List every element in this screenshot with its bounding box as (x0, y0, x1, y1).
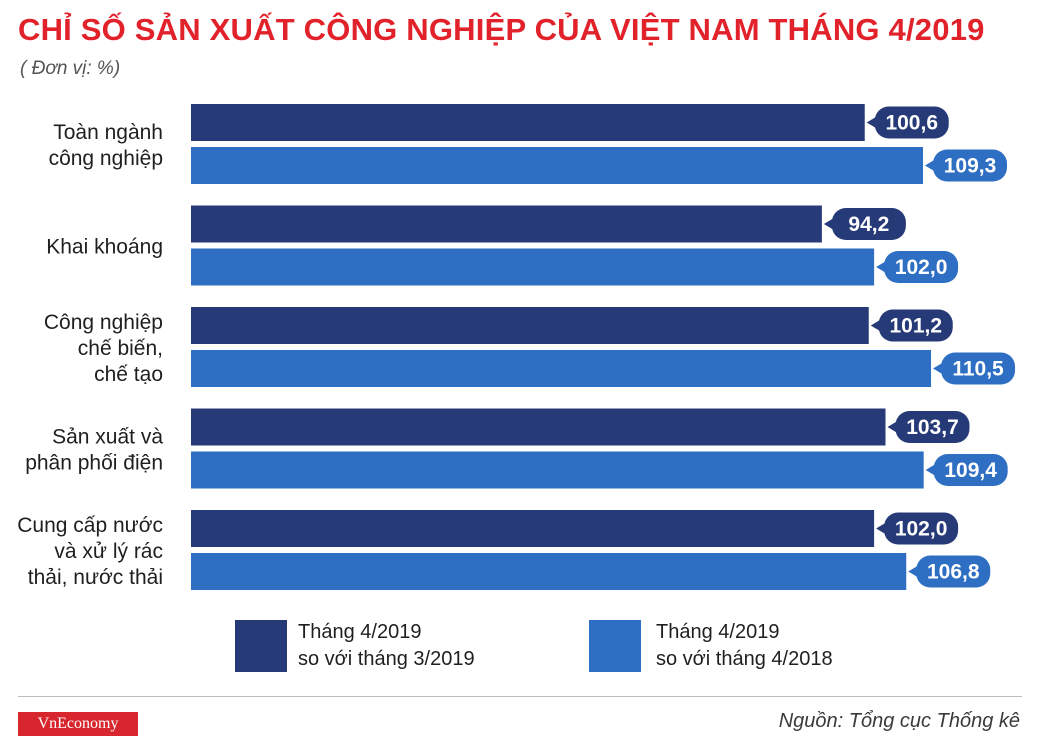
legend-swatch-series-2 (589, 620, 641, 672)
source-note: Nguồn: Tổng cục Thống kê (778, 710, 1020, 732)
value-callout-pointer-3-1 (887, 421, 898, 433)
legend-label-series-2: Tháng 4/2019 so với tháng 4/2018 (656, 619, 833, 673)
category-label-1-line-0: Khai khoáng (46, 236, 163, 259)
legend-series-1-line-1: Tháng 4/2019 (298, 621, 422, 643)
value-label-2-series-1: 101,2 (889, 315, 942, 338)
category-label-2-line-2: chế tạo (94, 363, 163, 386)
category-label-4-line-2: thải, nước thải (28, 566, 163, 589)
bar-2-series-2 (191, 350, 932, 387)
bar-0-series-2 (191, 147, 923, 184)
bar-chart: Toàn ngành công nghiệp 100,6 109,3 Khai khoá… (17, 104, 1016, 590)
bar-3-series-2 (191, 451, 924, 489)
bar-0-series-1 (191, 104, 865, 141)
value-callout-3-2 (933, 454, 1008, 486)
value-callout-pointer-4-1 (876, 522, 887, 535)
value-callout-pointer-1-1 (823, 218, 834, 230)
value-label-3-series-2: 109,4 (944, 459, 997, 482)
category-label-3-line-0: Sản xuất và (52, 426, 163, 449)
category-label-3-line-1: phân phối điện (25, 452, 163, 475)
bar-1-series-2 (191, 248, 875, 286)
legend-series-2-line-1: Tháng 4/2019 (656, 621, 780, 643)
value-label-4-series-2: 106,8 (927, 561, 980, 584)
legend-series-1-line-2: so với tháng 3/2019 (298, 648, 475, 670)
value-callout-1-2 (884, 251, 959, 283)
legend-series-2-line-2: so với tháng 4/2018 (656, 648, 833, 670)
value-label-2-series-2: 110,5 (952, 358, 1004, 381)
bar-4-series-2 (191, 553, 907, 590)
value-callout-2-2 (941, 352, 1016, 385)
bar-1-series-1 (191, 205, 822, 243)
unit-label: ( Đơn vị: %) (20, 58, 121, 79)
value-callout-0-1 (874, 106, 949, 139)
value-callout-2-1 (878, 309, 953, 342)
value-callout-pointer-3-2 (925, 464, 936, 476)
value-label-3-series-1: 103,7 (906, 416, 959, 439)
value-label-1-series-2: 102,0 (895, 256, 948, 279)
vneconomy-logo: VnEconomy (18, 712, 138, 736)
bar-3-series-1 (191, 408, 886, 446)
value-label-4-series-1: 102,0 (895, 518, 948, 541)
value-callout-4-1 (884, 512, 959, 545)
legend-swatch-series-1 (235, 620, 287, 672)
value-callout-pointer-2-1 (870, 319, 881, 332)
value-callout-4-2 (916, 555, 991, 588)
value-callout-pointer-0-2 (925, 159, 935, 172)
value-callout-pointer-2-2 (933, 362, 944, 375)
category-label-4-line-1: và xử lý rác (54, 540, 163, 563)
footer-divider (18, 696, 1022, 697)
value-label-1-series-1: 94,2 (848, 213, 889, 236)
value-callout-pointer-1-2 (876, 261, 887, 273)
chart-title: CHỈ SỐ SẢN XUẤT CÔNG NGHIỆP CỦA VIỆT NAM… (18, 12, 985, 47)
value-callout-pointer-4-2 (908, 565, 919, 578)
value-callout-0-2 (933, 149, 1007, 182)
value-callout-1-1 (831, 208, 906, 240)
value-callout-3-1 (895, 411, 970, 443)
bar-4-series-1 (191, 510, 875, 547)
category-label-0-line-1: công nghiệp (49, 147, 163, 170)
category-label-0-line-0: Toàn ngành (53, 121, 163, 144)
category-label-2-line-1: chế biến, (78, 337, 163, 360)
category-label-2-line-0: Công nghiệp (44, 311, 163, 334)
bar-2-series-1 (191, 307, 869, 344)
legend-label-series-1: Tháng 4/2019 so với tháng 3/2019 (298, 619, 475, 673)
category-label-4-line-0: Cung cấp nước (17, 514, 163, 537)
value-label-0-series-2: 109,3 (944, 155, 997, 178)
value-callout-pointer-0-1 (866, 116, 877, 129)
value-label-0-series-1: 100,6 (885, 112, 938, 135)
